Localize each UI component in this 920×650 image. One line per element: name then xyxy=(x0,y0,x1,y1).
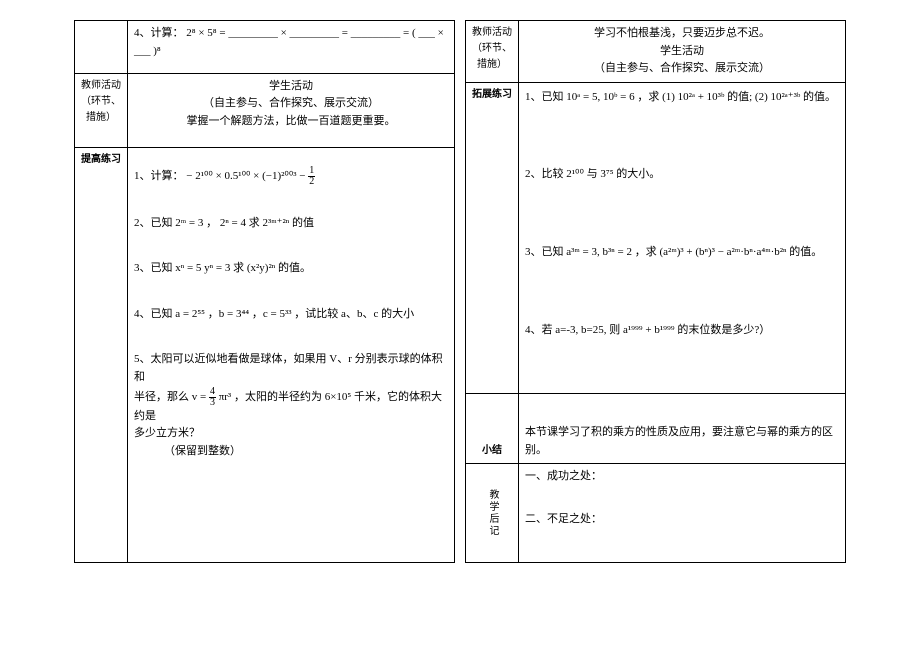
left-page: 4、计算： 2⁸ × 5⁸ = _________ × _________ = … xyxy=(74,20,455,563)
prob4-label: 4、计算： xyxy=(134,27,184,39)
reflection-row: 教学后记 一、成功之处： 二、不足之处： xyxy=(466,464,846,563)
motto-left: 掌握一个解题方法，比做一百道题更重要。 xyxy=(134,113,448,131)
right-page: 教师活动 （环节、 措施） 学习不怕根基浅，只要迈步总不迟。 学生活动 （自主参… xyxy=(465,20,846,563)
section-label-right: 拓展练习 xyxy=(466,82,519,393)
r-problem-4: 4、若 a=-3, b=25, 则 a¹⁹⁹⁹ + b¹⁹⁹⁹ 的末位数是多少?… xyxy=(525,322,839,340)
summary-text: 本节课学习了积的乘方的性质及应用，要注意它与幂的乘方的区别。 xyxy=(519,394,846,464)
p5b: 半径，那么 v = xyxy=(134,391,206,403)
reflection-label-text: 教学后记 xyxy=(484,489,500,537)
r-problem-1: 1、已知 10ᵃ = 5, 10ᵇ = 6 ，求 (1) 10²ᵃ + 10³ᵇ… xyxy=(525,89,839,107)
problems-right: 1、已知 10ᵃ = 5, 10ᵇ = 6 ，求 (1) 10²ᵃ + 10³ᵇ… xyxy=(519,82,846,393)
main-row-left: 提高练习 1、计算： − 2¹⁰⁰ × 0.5¹⁰⁰ × (−1)²⁰⁰³ − … xyxy=(75,147,455,563)
r-problem-3: 3、已知 a³ᵐ = 3, b³ⁿ = 2 ，求 (a²ᵐ)³ + (bⁿ)³ … xyxy=(525,244,839,262)
reflection-label: 教学后记 xyxy=(466,464,519,563)
frac-four-thirds: 43 xyxy=(209,387,216,408)
student-activity-text-right: 学生活动 （自主参与、合作探究、展示交流） xyxy=(525,43,839,78)
p5-line4: （保留到整数） xyxy=(164,443,448,461)
teacher-header-right: 教师活动 （环节、 措施） xyxy=(466,21,519,83)
top-problem-row: 4、计算： 2⁸ × 5⁸ = _________ × _________ = … xyxy=(75,21,455,74)
summary-row: 小结 本节课学习了积的乘方的性质及应用，要注意它与幂的乘方的区别。 xyxy=(466,394,846,464)
p1-label: 1、计算： xyxy=(134,170,184,182)
p5-line3: 多少立方米？ xyxy=(134,425,448,443)
frac-half: 12 xyxy=(308,166,315,187)
p5-line2: 半径，那么 v = 43 πr³ ，太阳的半径约为 6×10⁵ 千米，它的体积大… xyxy=(134,387,448,426)
problem-4: 4、已知 a = 2⁵⁵ ，b = 3⁴⁴ ，c = 5³³ ，试比较 a、b、… xyxy=(134,306,448,324)
problems-left: 1、计算： − 2¹⁰⁰ × 0.5¹⁰⁰ × (−1)²⁰⁰³ − 12 2、… xyxy=(128,147,455,563)
problem-3: 3、已知 xⁿ = 5 yⁿ = 3 求 (x²y)²ⁿ 的值。 xyxy=(134,260,448,278)
student-activity-left: 学生活动 （自主参与、合作探究、展示交流） 掌握一个解题方法，比做一百道题更重要… xyxy=(128,73,455,147)
teacher-header-left: 教师活动 （环节、 措施） xyxy=(75,73,128,147)
summary-label: 小结 xyxy=(466,394,519,464)
section-label-left: 提高练习 xyxy=(75,147,128,563)
reflection-1: 一、成功之处： xyxy=(525,468,839,486)
main-row-right: 拓展练习 1、已知 10ᵃ = 5, 10ᵇ = 6 ，求 (1) 10²ᵃ +… xyxy=(466,82,846,393)
motto-right: 学习不怕根基浅，只要迈步总不迟。 xyxy=(525,25,839,43)
header-row-right: 教师活动 （环节、 措施） 学习不怕根基浅，只要迈步总不迟。 学生活动 （自主参… xyxy=(466,21,846,83)
p5-line1: 5、太阳可以近似地看做是球体，如果用 V、r 分别表示球的体积和 xyxy=(134,351,448,386)
top-left-empty xyxy=(75,21,128,74)
reflection-content: 一、成功之处： 二、不足之处： xyxy=(519,464,846,563)
header-row-left: 教师活动 （环节、 措施） 学生活动 （自主参与、合作探究、展示交流） 掌握一个… xyxy=(75,73,455,147)
p1-expr: − 2¹⁰⁰ × 0.5¹⁰⁰ × (−1)²⁰⁰³ − xyxy=(186,170,305,182)
problem-1: 1、计算： − 2¹⁰⁰ × 0.5¹⁰⁰ × (−1)²⁰⁰³ − 12 xyxy=(134,166,448,187)
student-activity-text: 学生活动 （自主参与、合作探究、展示交流） xyxy=(134,78,448,113)
problem-5: 5、太阳可以近似地看做是球体，如果用 V、r 分别表示球的体积和 半径，那么 v… xyxy=(134,351,448,460)
top-problem-cell: 4、计算： 2⁸ × 5⁸ = _________ × _________ = … xyxy=(128,21,455,74)
reflection-2: 二、不足之处： xyxy=(525,511,839,529)
problem-2: 2、已知 2ᵐ = 3 ， 2ⁿ = 4 求 2³ᵐ⁺²ⁿ 的值 xyxy=(134,215,448,233)
r-problem-2: 2、比较 2¹⁰⁰ 与 3⁷⁵ 的大小。 xyxy=(525,166,839,184)
student-activity-right: 学习不怕根基浅，只要迈步总不迟。 学生活动 （自主参与、合作探究、展示交流） xyxy=(519,21,846,83)
